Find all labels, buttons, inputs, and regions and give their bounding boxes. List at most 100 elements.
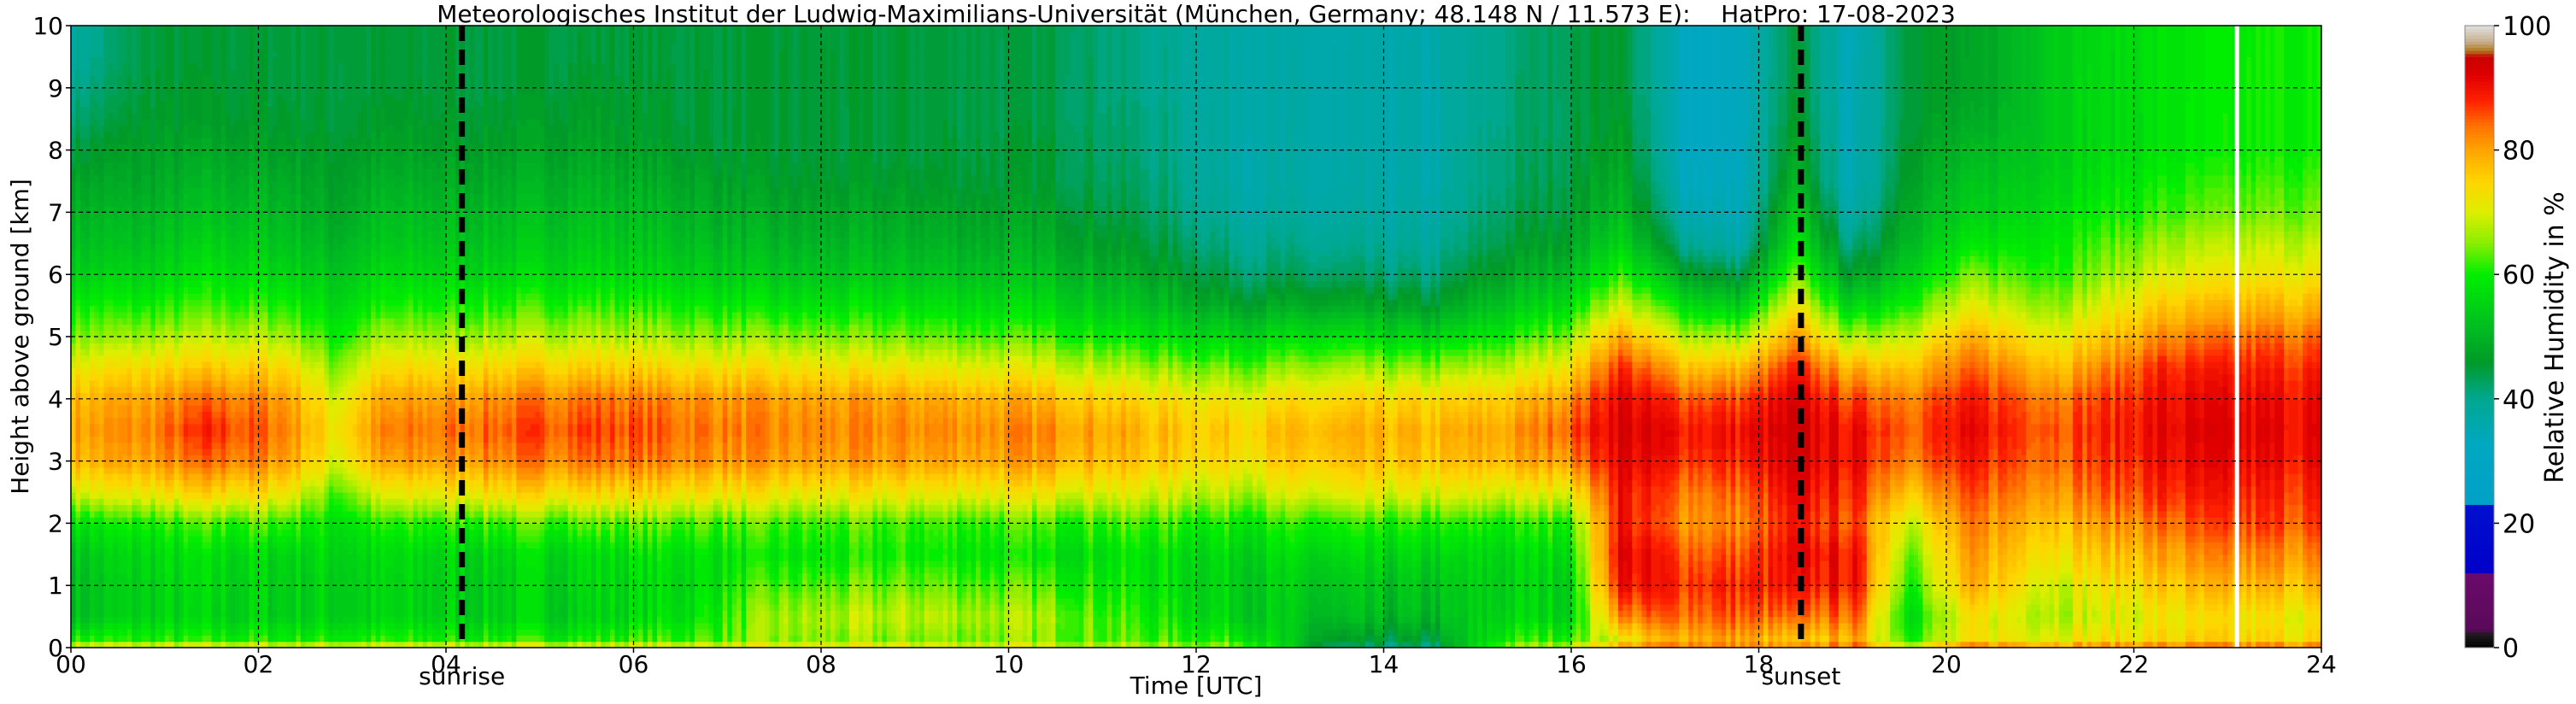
heatmap-cell [684, 591, 690, 599]
heatmap-cell [1336, 635, 1347, 642]
heatmap-cell [1266, 641, 1272, 648]
heatmap-cell [2241, 604, 2247, 611]
heatmap-cell [478, 597, 484, 605]
heatmap-cell [1059, 566, 1065, 574]
heatmap-cell [375, 578, 381, 586]
heatmap-cell [1336, 591, 1347, 599]
heatmap-cell [1163, 578, 1169, 586]
heatmap-cell [2237, 572, 2243, 580]
heatmap-cell [601, 604, 607, 611]
heatmap-cell [2279, 616, 2285, 624]
heatmap-cell [582, 566, 588, 574]
heatmap-cell [394, 641, 405, 648]
heatmap-cell [1482, 622, 1488, 630]
heatmap-cell [1308, 622, 1333, 630]
heatmap-cell [1552, 591, 1563, 599]
heatmap-cell [2274, 629, 2280, 637]
heatmap-cell [1777, 604, 1783, 611]
heatmap-cell [2288, 610, 2299, 618]
heatmap-cell [610, 585, 616, 593]
heatmap-cell [1538, 578, 1544, 586]
heatmap-cell [79, 622, 91, 630]
heatmap-cell [778, 585, 784, 593]
heatmap-cell [895, 635, 901, 642]
heatmap-cell [239, 616, 245, 624]
heatmap-cell [684, 566, 690, 574]
heatmap-cell [1679, 629, 1689, 637]
heatmap-cell [1496, 629, 1502, 637]
heatmap-cell [1149, 641, 1155, 648]
heatmap-cell [2284, 604, 2290, 611]
heatmap-cell [2166, 616, 2172, 624]
heatmap-cell [1304, 616, 1310, 624]
heatmap-cell [1711, 578, 1722, 586]
heatmap-cell [2237, 629, 2243, 637]
heatmap-cell [272, 616, 279, 624]
heatmap-cell [460, 616, 466, 624]
heatmap-cell [1421, 597, 1431, 605]
heatmap-cell [1613, 622, 1619, 630]
heatmap-cell [1852, 585, 1858, 593]
heatmap-cell [1182, 597, 1193, 605]
heatmap-cell [1772, 597, 1779, 605]
heatmap-cell [179, 629, 185, 637]
heatmap-cell [629, 610, 635, 618]
heatmap-cell [446, 597, 452, 605]
heatmap-cell [2175, 604, 2186, 611]
heatmap-cell [1210, 616, 1216, 624]
heatmap-cell [375, 629, 381, 637]
heatmap-cell [1800, 610, 1811, 618]
heatmap-cell [1763, 578, 1769, 586]
heatmap-cell [957, 635, 963, 642]
heatmap-cell [1913, 610, 1919, 618]
heatmap-cell [1223, 572, 1230, 580]
heatmap-cell [2120, 572, 2126, 580]
heatmap-cell [1242, 591, 1248, 599]
heatmap-cell [132, 597, 138, 605]
heatmap-cell [1112, 635, 1118, 642]
heatmap-cell [1097, 572, 1108, 580]
heatmap-cell [942, 597, 948, 605]
heatmap-cell [113, 591, 119, 599]
heatmap-cell [1050, 591, 1056, 599]
heatmap-cell [1651, 604, 1661, 611]
heatmap-cell [835, 578, 841, 586]
heatmap-cell [1078, 597, 1084, 605]
heatmap-cell [319, 616, 325, 624]
heatmap-cell [1106, 604, 1112, 611]
heatmap-cell [2143, 597, 2154, 605]
heatmap-cell [2073, 591, 2079, 599]
heatmap-cell [394, 591, 405, 599]
heatmap-cell [1988, 578, 1994, 586]
heatmap-cell [1182, 635, 1193, 642]
heatmap-cell [1505, 622, 1511, 630]
heatmap-cell [1130, 635, 1141, 642]
heatmap-cell [94, 566, 100, 574]
heatmap-cell [971, 604, 977, 611]
heatmap-cell [713, 610, 719, 618]
heatmap-cell [1299, 578, 1310, 586]
heatmap-cell [267, 572, 273, 580]
heatmap-cell [2269, 610, 2275, 618]
heatmap-cell [2241, 629, 2247, 637]
heatmap-cell [793, 572, 799, 580]
heatmap-cell [1838, 622, 1849, 630]
heatmap-cell [408, 635, 414, 642]
heatmap-cell [132, 572, 138, 580]
heatmap-cell [1960, 597, 1971, 605]
heatmap-cell [446, 578, 452, 586]
heatmap-cell [1168, 585, 1174, 593]
heatmap-cell [473, 635, 480, 642]
heatmap-cell [788, 604, 794, 611]
heatmap-cell [2274, 622, 2285, 630]
heatmap-cell [980, 641, 986, 648]
heatmap-cell [863, 622, 873, 630]
heatmap-cell [605, 629, 611, 637]
heatmap-cell [1140, 585, 1150, 593]
heatmap-cell [1711, 585, 1717, 593]
heatmap-cell [497, 641, 503, 648]
heatmap-cell [141, 629, 151, 637]
heatmap-cell [643, 604, 648, 611]
heatmap-cell [2203, 641, 2219, 648]
heatmap-cell [1341, 566, 1347, 574]
